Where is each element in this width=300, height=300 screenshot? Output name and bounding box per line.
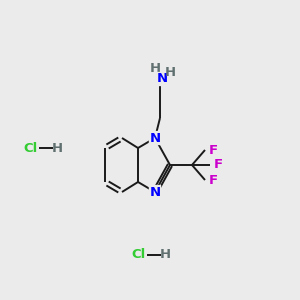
- Text: Cl: Cl: [23, 142, 37, 154]
- Text: N: N: [149, 131, 161, 145]
- Text: Cl: Cl: [131, 248, 145, 262]
- Text: N: N: [149, 185, 161, 199]
- Text: H: H: [159, 248, 171, 262]
- Text: H: H: [149, 62, 161, 76]
- Text: H: H: [51, 142, 63, 154]
- Text: F: F: [209, 173, 218, 187]
- Text: F: F: [209, 143, 218, 157]
- Text: F: F: [214, 158, 223, 172]
- Text: N: N: [156, 73, 168, 85]
- Text: H: H: [164, 67, 175, 80]
